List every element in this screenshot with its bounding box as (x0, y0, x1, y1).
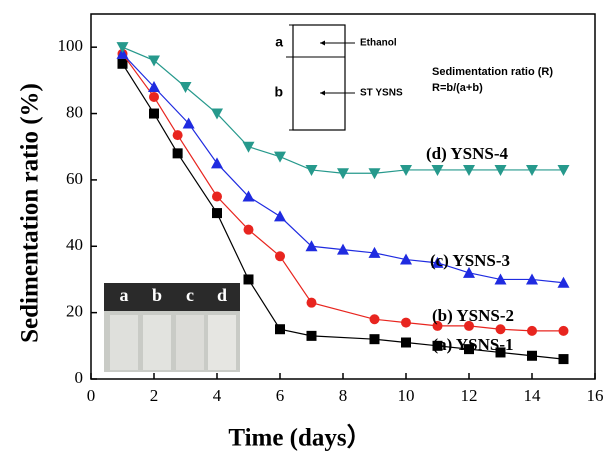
marker (275, 251, 285, 262)
marker (369, 334, 380, 345)
marker (527, 325, 537, 336)
marker (148, 55, 160, 67)
marker (211, 157, 223, 169)
marker (212, 191, 222, 202)
x-axis-title: Time (days） (228, 423, 371, 452)
marker (400, 164, 412, 176)
x-tick-label: 16 (587, 386, 604, 405)
marker (274, 151, 286, 163)
series-line (121, 63, 564, 360)
photo-label: c (186, 285, 194, 305)
marker (369, 314, 380, 325)
marker (179, 82, 192, 93)
y-tick-label: 40 (66, 235, 83, 254)
marker (463, 164, 475, 176)
marker (305, 240, 318, 252)
series-label: (c) YSNS-3 (430, 251, 510, 270)
x-tick-label: 14 (524, 386, 542, 405)
y-tick-label: 60 (66, 169, 83, 188)
marker (306, 297, 317, 308)
marker (463, 266, 475, 278)
diagram-label: b (274, 84, 283, 100)
marker (149, 108, 159, 119)
marker (368, 246, 381, 258)
marker (242, 190, 255, 202)
marker (432, 320, 443, 331)
marker (149, 91, 159, 102)
photo-label: d (217, 285, 227, 305)
marker (172, 148, 183, 159)
marker (116, 47, 129, 59)
x-tick-label: 12 (461, 386, 478, 405)
x-tick-label: 2 (150, 386, 159, 405)
marker (368, 168, 381, 180)
marker (211, 108, 223, 120)
marker (337, 243, 349, 255)
series-label: (d) YSNS-4 (426, 144, 509, 163)
marker (116, 42, 129, 54)
marker (432, 340, 443, 351)
y-axis-title: Sedimentation ratio (%) (17, 83, 44, 343)
marker (464, 320, 474, 331)
y-tick-label: 0 (75, 368, 84, 387)
series-label: (a) YSNS-1 (432, 335, 513, 354)
diagram-label: Ethanol (360, 38, 397, 49)
marker (494, 273, 507, 285)
marker (401, 317, 411, 328)
formula: R=b/(a+b) (432, 82, 483, 94)
diagram-label: ST YSNS (360, 88, 403, 99)
marker (148, 81, 160, 92)
marker (494, 164, 507, 176)
x-tick-label: 8 (339, 386, 348, 405)
marker (306, 330, 317, 341)
marker (117, 58, 128, 69)
marker (495, 347, 506, 358)
marker (431, 256, 444, 268)
marker (305, 164, 318, 176)
marker (557, 164, 570, 176)
x-tick-label: 10 (398, 386, 415, 405)
marker (464, 344, 474, 355)
marker (401, 337, 411, 348)
marker (400, 253, 412, 265)
y-tick-label: 80 (66, 102, 83, 121)
marker (337, 168, 349, 180)
marker (558, 325, 569, 336)
inset-diagram (286, 24, 355, 131)
marker (274, 210, 286, 222)
marker (527, 350, 537, 361)
x-tick-label: 6 (276, 386, 285, 405)
series-label: (b) YSNS-2 (432, 306, 514, 325)
marker (558, 354, 569, 365)
photo-label: b (152, 285, 162, 305)
marker (182, 117, 195, 129)
marker (172, 130, 183, 141)
marker (275, 324, 285, 335)
marker (243, 224, 254, 235)
marker (431, 164, 444, 176)
marker (243, 274, 254, 285)
marker (526, 273, 538, 285)
series-line (122, 53, 564, 332)
x-tick-label: 0 (87, 386, 96, 405)
formula-title: Sedimentation ratio (R) (432, 66, 553, 78)
diagram-label: a (275, 34, 283, 50)
marker (242, 141, 255, 153)
marker (212, 208, 222, 219)
marker (557, 276, 570, 288)
photo-inset (104, 283, 240, 372)
marker (495, 324, 506, 335)
marker (526, 164, 538, 176)
y-tick-label: 20 (66, 302, 83, 321)
photo-label: a (120, 285, 129, 305)
y-tick-label: 100 (58, 36, 84, 55)
x-tick-label: 4 (213, 386, 222, 405)
